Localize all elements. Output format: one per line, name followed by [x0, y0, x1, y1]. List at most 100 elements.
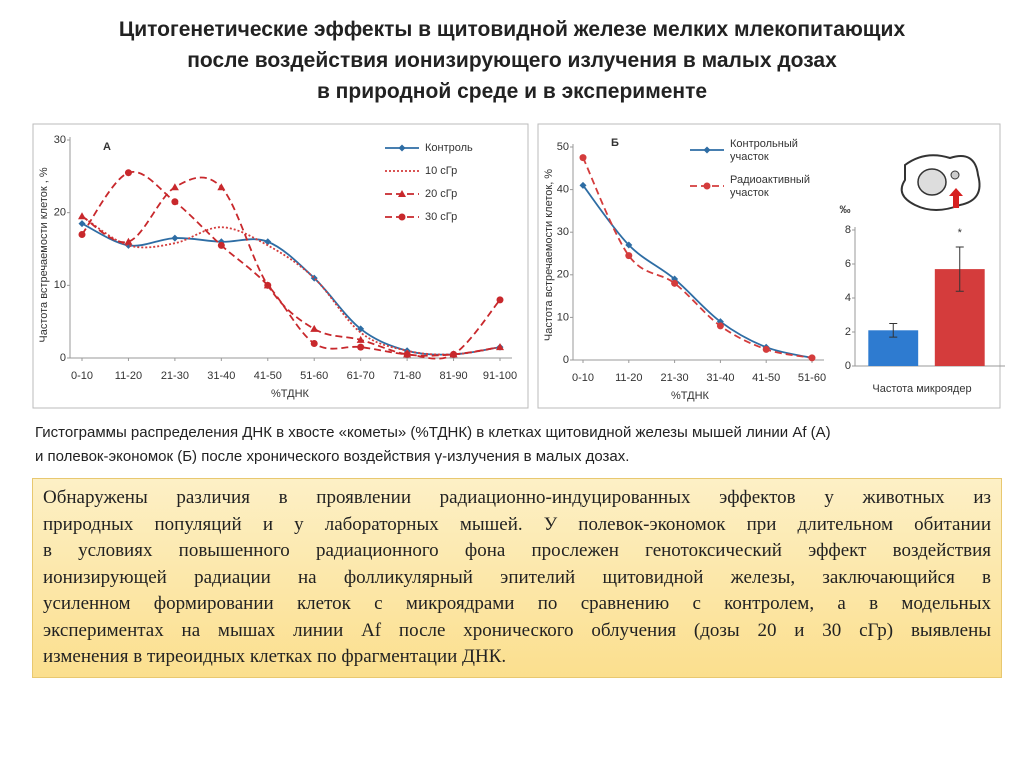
data-point [716, 322, 724, 330]
data-point [808, 354, 816, 362]
legend-marker [703, 182, 711, 190]
caption: Гистограммы распределения ДНК в хвосте «… [35, 421, 1020, 469]
y-axis-label: Частота встречаемости клеток, % [543, 169, 555, 341]
data-point [78, 220, 86, 228]
x-axis-label: %ТДНК [671, 390, 710, 402]
data-point [356, 335, 365, 343]
x-tick-label: 41-50 [254, 370, 282, 382]
data-point [171, 234, 179, 242]
body-line: усиленном формировании клеток с микроядр… [43, 593, 991, 614]
annotation: * [958, 227, 963, 239]
title-line: после воздействия ионизирующего излучени… [187, 49, 837, 72]
error-bar [889, 323, 898, 338]
data-point [496, 343, 504, 351]
x-axis-label: %ТДНК [271, 388, 310, 400]
error-bar [955, 246, 964, 292]
series-line [81, 170, 501, 360]
data-point [403, 350, 411, 358]
legend-marker [398, 144, 406, 152]
series-line [81, 215, 501, 356]
data-point [762, 345, 770, 353]
data-point [171, 198, 179, 206]
data-point [671, 279, 679, 287]
y-tick-label: 20 [557, 269, 569, 281]
y-axis-label: Частота встречаемости клеток , % [38, 167, 50, 342]
y-tick-label: 0 [845, 360, 851, 372]
legend-marker [703, 146, 711, 154]
y-tick-label: 30 [54, 134, 66, 146]
legend-label: Контрольный участок [730, 138, 798, 163]
legend-label: 20 сГр [425, 188, 457, 200]
y-tick-label: 20 [54, 207, 66, 219]
data-point [264, 238, 272, 246]
y-tick-label: 30 [557, 226, 569, 238]
x-axis-label: Частота микроядер [872, 383, 971, 395]
cell-icon [900, 154, 981, 211]
data-point [579, 181, 587, 189]
y-tick-label: 4 [845, 292, 851, 304]
legend-label: Контроль [425, 142, 473, 154]
data-point [625, 241, 633, 249]
body-line: ионизирующей радиации на фолликулярный э… [43, 566, 991, 588]
data-point [264, 281, 272, 289]
x-tick-label: 51-60 [300, 370, 328, 382]
x-tick-label: 61-70 [347, 370, 375, 382]
body-line: Обнаружены различия в проявлении радиаци… [43, 487, 991, 508]
y-tick-label: 8 [845, 224, 851, 236]
title-line: в природной среде и в эксперименте [316, 80, 708, 103]
x-tick-label: 21-30 [661, 372, 689, 384]
legend-label: 10 сГр [425, 165, 457, 177]
y-tick-label: 50 [557, 141, 569, 153]
y-tick-label: 0 [563, 354, 569, 366]
panel-label: А [103, 141, 111, 153]
x-tick-label: 91-100 [483, 370, 517, 382]
x-tick-label: 31-40 [706, 372, 734, 384]
x-tick-label: 81-90 [439, 370, 467, 382]
body-line: в условиях повышенного радиационного фон… [43, 540, 991, 561]
panel-label: Б [611, 137, 619, 149]
legend-label: Радиоактивный участок [730, 174, 810, 199]
x-tick-label: 31-40 [207, 370, 235, 382]
body-line: природных популяций и у лабораторных мыш… [43, 513, 991, 535]
y-tick-label: 10 [557, 311, 569, 323]
data-point [579, 154, 587, 162]
legend-marker [398, 190, 406, 197]
data-point [310, 324, 319, 332]
data-point [78, 212, 86, 220]
data-point [124, 237, 133, 245]
data-point [450, 350, 458, 358]
y-tick-label: 2 [845, 326, 851, 338]
data-point [357, 343, 365, 351]
y-tick-label: 10 [54, 279, 66, 291]
body-line: изменения в тиреоидных клетках по фрагме… [43, 646, 507, 667]
chart-frame [32, 123, 529, 409]
x-tick-label: 0-10 [572, 372, 594, 384]
data-point [496, 296, 504, 304]
data-point [625, 252, 633, 260]
data-point [78, 230, 86, 238]
data-point [170, 183, 179, 191]
data-point [357, 325, 365, 333]
x-tick-label: 21-30 [161, 370, 189, 382]
x-tick-label: 0-10 [71, 370, 93, 382]
legend-marker [398, 213, 406, 221]
x-tick-label: 51-60 [798, 372, 826, 384]
data-point [310, 339, 318, 347]
y-tick-label: 40 [557, 184, 569, 196]
x-tick-label: 41-50 [752, 372, 780, 384]
data-point [217, 183, 226, 191]
y-tick-label: 0 [60, 352, 66, 364]
x-tick-label: 11-20 [615, 372, 642, 384]
y-tick-label: 6 [845, 258, 851, 270]
title: Цитогенетические эффекты в щитовидной же… [0, 14, 1024, 107]
caption-line: и полевок-экономок (Б) после хроническог… [35, 448, 630, 465]
summary-box: Обнаружены различия в проявлении радиаци… [32, 478, 1002, 678]
legend-label: 30 сГр [425, 211, 457, 223]
series-line [81, 222, 501, 356]
x-tick-label: 71-80 [393, 370, 421, 382]
data-point [124, 169, 132, 177]
title-line: Цитогенетические эффекты в щитовидной же… [118, 18, 906, 41]
data-point [217, 241, 225, 249]
